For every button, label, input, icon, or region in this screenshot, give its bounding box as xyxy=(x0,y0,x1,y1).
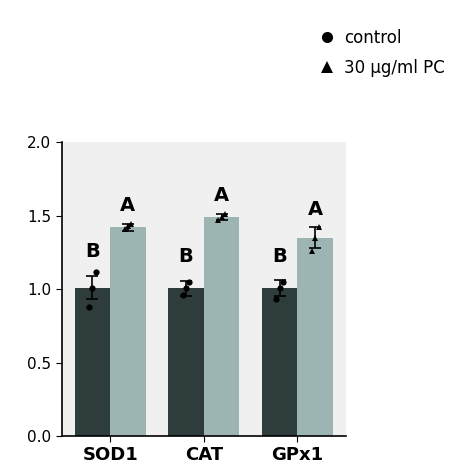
Bar xyxy=(110,228,146,436)
Bar xyxy=(298,238,333,436)
Text: A: A xyxy=(308,200,323,219)
Text: B: B xyxy=(273,246,287,265)
Text: B: B xyxy=(85,242,100,261)
Text: A: A xyxy=(214,186,229,205)
Text: A: A xyxy=(120,196,136,215)
Bar xyxy=(204,217,239,436)
Bar xyxy=(262,288,298,436)
Bar xyxy=(74,288,110,436)
Text: B: B xyxy=(179,247,193,266)
Bar xyxy=(168,288,204,436)
Legend: control, 30 μg/ml PC: control, 30 μg/ml PC xyxy=(312,23,451,83)
